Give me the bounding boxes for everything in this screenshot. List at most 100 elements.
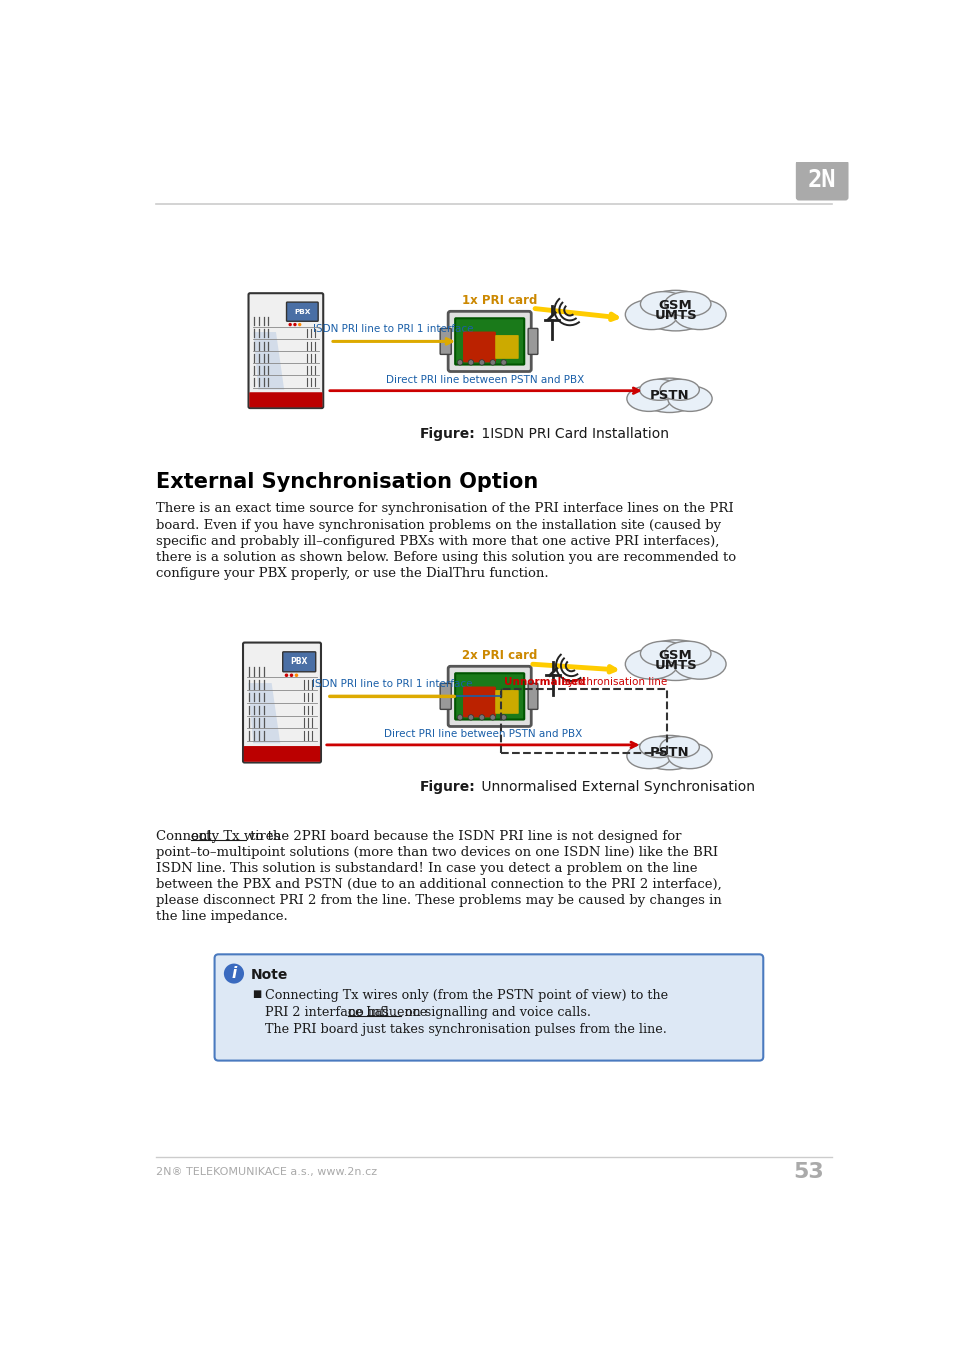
Text: Direct PRI line between PSTN and PBX: Direct PRI line between PSTN and PBX xyxy=(386,374,583,385)
Text: Connect: Connect xyxy=(156,830,215,842)
Text: 53: 53 xyxy=(793,1162,823,1183)
Ellipse shape xyxy=(639,737,679,757)
Ellipse shape xyxy=(673,649,725,679)
Circle shape xyxy=(288,323,292,327)
Text: point–to–multipoint solutions (more than two devices on one ISDN line) like the : point–to–multipoint solutions (more than… xyxy=(156,845,718,859)
Circle shape xyxy=(500,359,506,364)
Text: 2N: 2N xyxy=(807,169,836,193)
FancyBboxPatch shape xyxy=(286,302,317,321)
Ellipse shape xyxy=(624,649,677,679)
Ellipse shape xyxy=(639,736,700,769)
FancyBboxPatch shape xyxy=(448,312,531,371)
Text: there is a solution as shown below. Before using this solution you are recommend: there is a solution as shown below. Befo… xyxy=(156,551,736,564)
Text: board. Even if you have synchronisation problems on the installation site (cause: board. Even if you have synchronisation … xyxy=(156,518,720,532)
Circle shape xyxy=(468,714,474,720)
Text: The PRI board just takes synchronisation pulses from the line.: The PRI board just takes synchronisation… xyxy=(265,1023,666,1035)
Text: PRI 2 interface has: PRI 2 interface has xyxy=(265,1006,393,1019)
Text: to the 2PRI board because the ISDN PRI line is not designed for: to the 2PRI board because the ISDN PRI l… xyxy=(246,830,681,842)
Text: no influence: no influence xyxy=(348,1006,427,1019)
Circle shape xyxy=(297,323,301,327)
Text: 1x PRI card: 1x PRI card xyxy=(462,294,537,306)
Circle shape xyxy=(456,359,462,364)
Text: 1ISDN PRI Card Installation: 1ISDN PRI Card Installation xyxy=(476,427,669,441)
Text: specific and probably ill–configured PBXs with more that one active PRI interfac: specific and probably ill–configured PBX… xyxy=(156,535,720,548)
FancyBboxPatch shape xyxy=(795,161,847,201)
Text: Figure:: Figure: xyxy=(419,427,476,441)
Ellipse shape xyxy=(626,386,671,412)
FancyBboxPatch shape xyxy=(244,747,320,761)
Text: Note: Note xyxy=(251,968,288,983)
Circle shape xyxy=(294,674,298,678)
FancyBboxPatch shape xyxy=(439,683,451,709)
Text: on signalling and voice calls.: on signalling and voice calls. xyxy=(400,1006,590,1019)
FancyBboxPatch shape xyxy=(243,643,320,763)
FancyBboxPatch shape xyxy=(455,319,524,364)
Circle shape xyxy=(490,714,495,720)
Text: please disconnect PRI 2 from the line. These problems may be caused by changes i: please disconnect PRI 2 from the line. T… xyxy=(156,894,721,907)
Text: synchronisation line: synchronisation line xyxy=(558,678,666,687)
Text: UMTS: UMTS xyxy=(654,309,697,323)
Ellipse shape xyxy=(664,641,710,666)
Circle shape xyxy=(478,714,484,720)
Text: PSTN: PSTN xyxy=(649,389,689,402)
FancyBboxPatch shape xyxy=(528,683,537,709)
Text: Direct PRI line between PSTN and PBX: Direct PRI line between PSTN and PBX xyxy=(383,729,581,738)
FancyBboxPatch shape xyxy=(214,954,762,1061)
Ellipse shape xyxy=(639,641,686,666)
Ellipse shape xyxy=(673,300,725,329)
Ellipse shape xyxy=(667,386,711,412)
Text: Connecting Tx wires only (from the PSTN point of view) to the: Connecting Tx wires only (from the PSTN … xyxy=(265,990,667,1002)
Text: External Synchronisation Option: External Synchronisation Option xyxy=(156,471,538,491)
Circle shape xyxy=(468,359,474,364)
FancyBboxPatch shape xyxy=(249,393,322,408)
Ellipse shape xyxy=(639,378,700,413)
FancyBboxPatch shape xyxy=(462,687,496,717)
Text: only Tx wires: only Tx wires xyxy=(191,830,279,842)
Ellipse shape xyxy=(639,379,679,401)
Text: ISDN PRI line to PRI 1 interface: ISDN PRI line to PRI 1 interface xyxy=(313,324,474,333)
Ellipse shape xyxy=(639,290,711,331)
Ellipse shape xyxy=(659,737,699,757)
Text: GSM: GSM xyxy=(659,300,692,312)
Circle shape xyxy=(456,714,462,720)
Text: 2N® TELEKOMUNIKACE a.s., www.2n.cz: 2N® TELEKOMUNIKACE a.s., www.2n.cz xyxy=(156,1168,377,1177)
Text: configure your PBX properly, or use the DialThru function.: configure your PBX properly, or use the … xyxy=(156,567,549,580)
Ellipse shape xyxy=(639,292,686,316)
Text: There is an exact time source for synchronisation of the PRI interface lines on : There is an exact time source for synchr… xyxy=(156,502,734,516)
Circle shape xyxy=(490,359,495,364)
Circle shape xyxy=(500,714,506,720)
Polygon shape xyxy=(248,683,280,744)
Circle shape xyxy=(290,674,293,678)
Text: GSM: GSM xyxy=(659,649,692,662)
Text: ISDN line. This solution is substandard! In case you detect a problem on the lin: ISDN line. This solution is substandard!… xyxy=(156,861,698,875)
FancyBboxPatch shape xyxy=(528,328,537,355)
Text: Unnormalised External Synchronisation: Unnormalised External Synchronisation xyxy=(476,780,755,794)
Ellipse shape xyxy=(639,640,711,680)
FancyBboxPatch shape xyxy=(282,652,315,672)
Text: ■: ■ xyxy=(253,990,261,999)
Text: UMTS: UMTS xyxy=(654,659,697,672)
Ellipse shape xyxy=(626,743,671,768)
Ellipse shape xyxy=(664,292,710,316)
Circle shape xyxy=(478,359,484,364)
Text: Figure:: Figure: xyxy=(419,780,476,794)
Text: between the PBX and PSTN (due to an additional connection to the PRI 2 interface: between the PBX and PSTN (due to an addi… xyxy=(156,878,721,891)
Text: Unnormalised: Unnormalised xyxy=(504,678,585,687)
FancyBboxPatch shape xyxy=(495,690,518,714)
FancyBboxPatch shape xyxy=(462,332,496,362)
Text: PBX: PBX xyxy=(294,309,311,315)
Ellipse shape xyxy=(659,379,699,401)
FancyBboxPatch shape xyxy=(249,293,323,408)
Text: i: i xyxy=(231,967,236,981)
Text: PSTN: PSTN xyxy=(649,747,689,759)
Text: ISDN PRI line to PRI 1 interface: ISDN PRI line to PRI 1 interface xyxy=(312,679,472,690)
FancyBboxPatch shape xyxy=(455,674,524,720)
FancyBboxPatch shape xyxy=(495,335,518,359)
FancyBboxPatch shape xyxy=(448,667,531,726)
FancyBboxPatch shape xyxy=(439,328,451,355)
Ellipse shape xyxy=(667,743,711,768)
Circle shape xyxy=(224,964,244,984)
Circle shape xyxy=(284,674,288,678)
Circle shape xyxy=(293,323,296,327)
Text: 2x PRI card: 2x PRI card xyxy=(462,649,537,662)
